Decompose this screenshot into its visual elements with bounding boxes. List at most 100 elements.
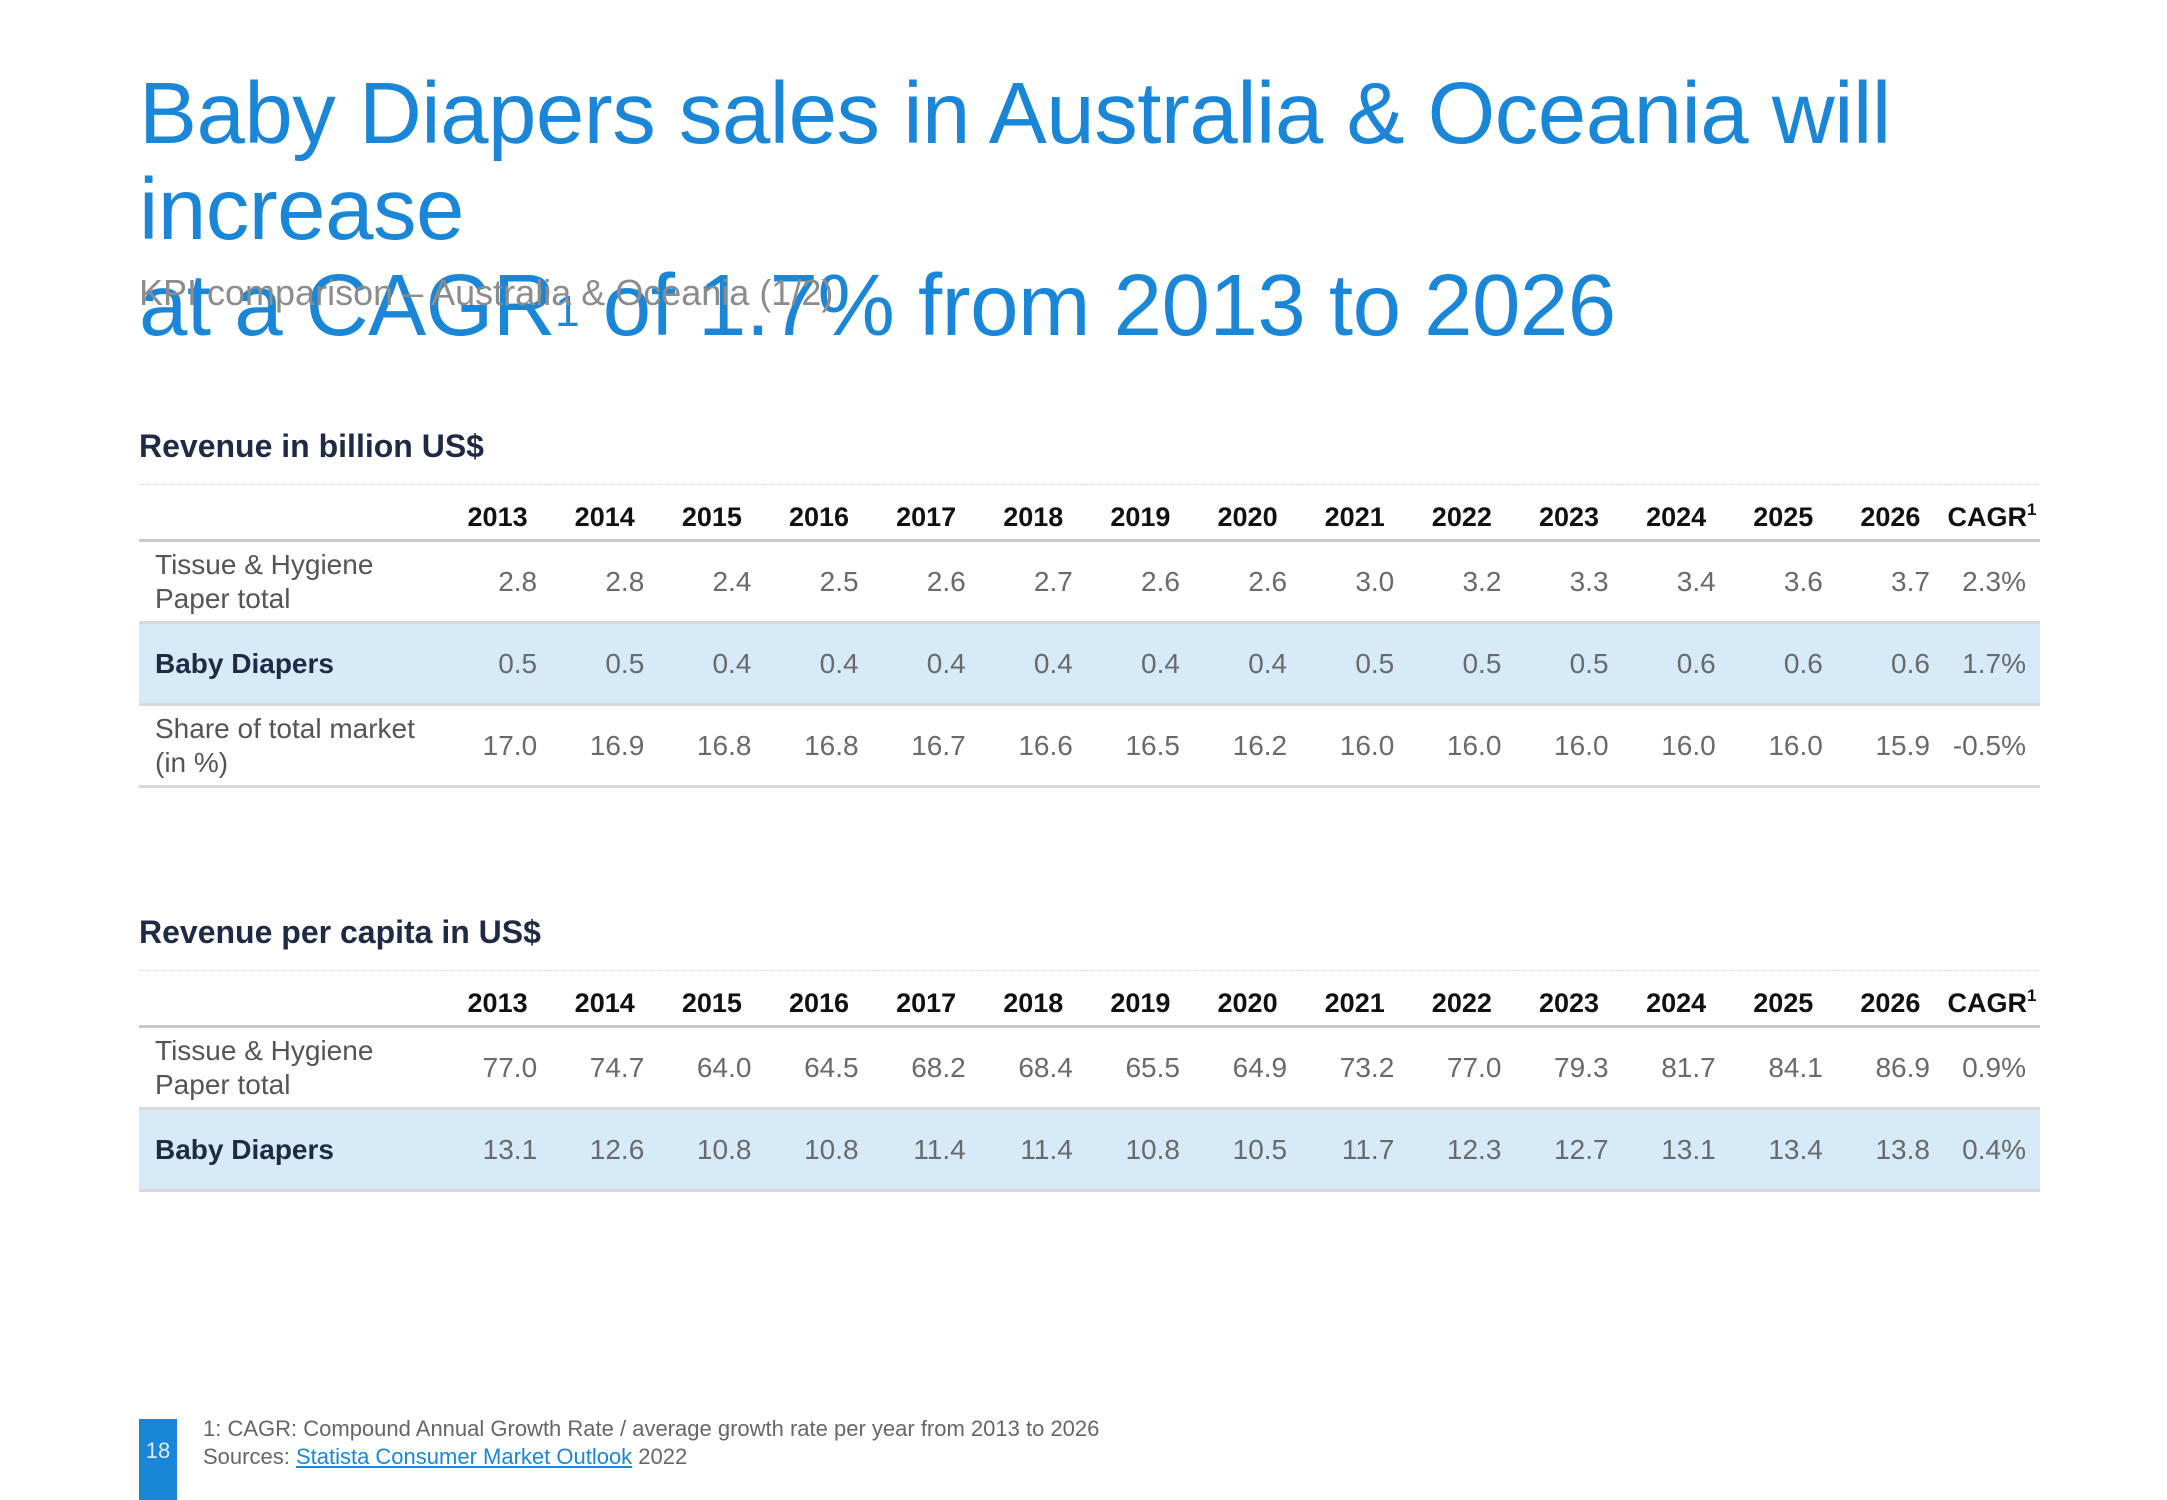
- value-cell: 11.4: [913, 1133, 966, 1165]
- value-cell: 0.5: [498, 647, 538, 679]
- value-cell: 0.5: [1462, 647, 1502, 679]
- value-cell: 16.0: [1554, 729, 1609, 761]
- column-header-year: 2014: [551, 972, 659, 1028]
- header-blank: [139, 972, 444, 1028]
- value-cell: 3.2: [1462, 565, 1502, 597]
- column-header-year: 2013: [444, 486, 552, 542]
- value-cell: 65.5: [1125, 1051, 1180, 1083]
- cagr-cell: 0.4%: [1962, 1133, 2026, 1165]
- column-header-year: 2017: [872, 972, 980, 1028]
- value-cell: 16.8: [696, 729, 752, 761]
- value-cell: 16.8: [804, 729, 859, 761]
- value-cell: 16.5: [1125, 729, 1180, 761]
- cagr-footnote-marker: 1: [2027, 500, 2037, 519]
- value-cell: 13.1: [482, 1133, 538, 1165]
- cagr-cell: 0.9%: [1962, 1051, 2026, 1083]
- cagr-cell: 2.3%: [1962, 565, 2026, 597]
- value-cell: 68.2: [911, 1051, 966, 1083]
- value-cell: 16.2: [1232, 729, 1288, 761]
- column-header-year: 2022: [1408, 486, 1516, 542]
- row-label-line-1: Baby Diapers: [155, 647, 334, 679]
- value-cell: 0.5: [605, 647, 645, 679]
- value-cell: 16.7: [911, 729, 966, 761]
- column-header-year: 2023: [1515, 972, 1623, 1028]
- value-cell: 68.4: [1018, 1051, 1073, 1083]
- row-label: Tissue & Hygiene Paper total: [139, 1027, 444, 1109]
- row-label: Baby Diapers: [139, 623, 444, 705]
- value-cell: 0.4: [1033, 647, 1073, 679]
- cagr-footnote-marker: 1: [2027, 986, 2037, 1005]
- row-label: Share of total market (in %): [139, 705, 444, 787]
- value-cell: 13.8: [1875, 1133, 1930, 1165]
- value-cell: 10.8: [1125, 1133, 1180, 1165]
- column-header-year: 2025: [1729, 972, 1837, 1028]
- header-row: 2013 2014 2015 2016 2017 2018 2019 2020 2021 2022…: [139, 972, 2040, 1028]
- column-header-year: 2020: [1193, 486, 1302, 542]
- value-cell: 10.8: [696, 1133, 752, 1165]
- table-top-rule: [139, 484, 2040, 487]
- value-cell: 77.0: [1446, 1051, 1502, 1083]
- value-cell: 16.0: [1768, 729, 1823, 761]
- value-cell: 10.5: [1232, 1133, 1288, 1165]
- column-header-year: 2026: [1836, 486, 1944, 542]
- value-cell: 16.0: [1339, 729, 1395, 761]
- value-cell: 11.7: [1341, 1133, 1395, 1165]
- page-number: 18: [145, 1438, 171, 1463]
- column-header-cagr: CAGR1: [1943, 486, 2040, 542]
- cagr-cell: 1.7%: [1962, 647, 2026, 679]
- revenue-table-body: Tissue & Hygiene Paper total 2.8 2.8 2.4 2.5 2…: [139, 541, 2040, 787]
- per-capita-section-title: Revenue per capita in US$: [139, 914, 541, 950]
- value-cell: 11.4: [1020, 1133, 1073, 1165]
- value-cell: 86.9: [1875, 1051, 1930, 1083]
- cagr-label: CAGR: [1947, 502, 2028, 532]
- column-header-cagr: CAGR1: [1943, 972, 2040, 1028]
- value-cell: 81.7: [1661, 1051, 1716, 1083]
- value-cell: 3.4: [1676, 565, 1716, 597]
- value-cell: 15.9: [1875, 729, 1930, 761]
- row-label-line-1: Share of total market: [155, 712, 415, 744]
- table-row: Share of total market (in %) 17.0 16.9 16.8 1…: [139, 705, 2040, 787]
- value-cell: 84.1: [1768, 1051, 1823, 1083]
- row-label-line-1: Tissue & Hygiene: [155, 1034, 374, 1066]
- table-top-rule: [139, 970, 2040, 973]
- revenue-table-header: 2013 2014 2015 2016 2017 2018 2019 2020 2021 2022…: [139, 484, 2040, 542]
- header-row: 2013 2014 2015 2016 2017 2018 2019 2020 2021 2022…: [139, 486, 2040, 542]
- value-cell: 64.0: [696, 1051, 752, 1083]
- value-cell: 2.5: [819, 565, 859, 597]
- value-cell: 2.6: [1248, 565, 1288, 597]
- value-cell: 3.0: [1355, 565, 1395, 597]
- row-label-line-2: Paper total: [155, 1068, 291, 1100]
- value-cell: 16.0: [1661, 729, 1716, 761]
- cagr-cell: -0.5%: [1952, 729, 2026, 761]
- per-capita-table: 2013 2014 2015 2016 2017 2018 2019 2020 2021 2022…: [139, 970, 2040, 1192]
- value-cell: 12.3: [1446, 1133, 1502, 1165]
- value-cell: 13.1: [1661, 1133, 1716, 1165]
- column-header-year: 2015: [658, 486, 766, 542]
- column-header-year: 2019: [1086, 486, 1194, 542]
- value-cell: 2.6: [926, 565, 966, 597]
- header-blank: [139, 486, 444, 542]
- value-cell: 0.6: [1891, 647, 1930, 679]
- value-cell: 2.4: [712, 565, 752, 597]
- value-cell: 2.7: [1033, 565, 1073, 597]
- footnote: 1: CAGR: Compound Annual Growth Rate / a…: [203, 1415, 1099, 1471]
- footnote-cagr: 1: CAGR: Compound Annual Growth Rate / a…: [203, 1416, 1100, 1441]
- value-cell: 79.3: [1554, 1051, 1609, 1083]
- value-cell: 2.8: [605, 565, 645, 597]
- value-cell: 12.7: [1554, 1133, 1609, 1165]
- column-header-year: 2013: [444, 972, 552, 1028]
- row-label-line-2: (in %): [155, 746, 229, 778]
- value-cell: 0.4: [819, 647, 859, 679]
- cagr-label: CAGR: [1947, 988, 2028, 1018]
- column-header-year: 2024: [1622, 972, 1730, 1028]
- column-header-year: 2017: [872, 486, 980, 542]
- sources-link[interactable]: Statista Consumer Market Outlook: [295, 1444, 633, 1469]
- value-cell: 64.9: [1232, 1051, 1288, 1083]
- title-line-2: at a CAGR1 of 1.7% from 2013 to 2026: [139, 258, 2099, 354]
- column-header-year: 2025: [1729, 486, 1837, 542]
- value-cell: 16.9: [589, 729, 645, 761]
- page-title: Baby Diapers sales in Australia & Oceani…: [139, 66, 2099, 354]
- value-cell: 77.0: [482, 1051, 538, 1083]
- value-cell: 74.7: [589, 1051, 645, 1083]
- column-header-year: 2015: [658, 972, 766, 1028]
